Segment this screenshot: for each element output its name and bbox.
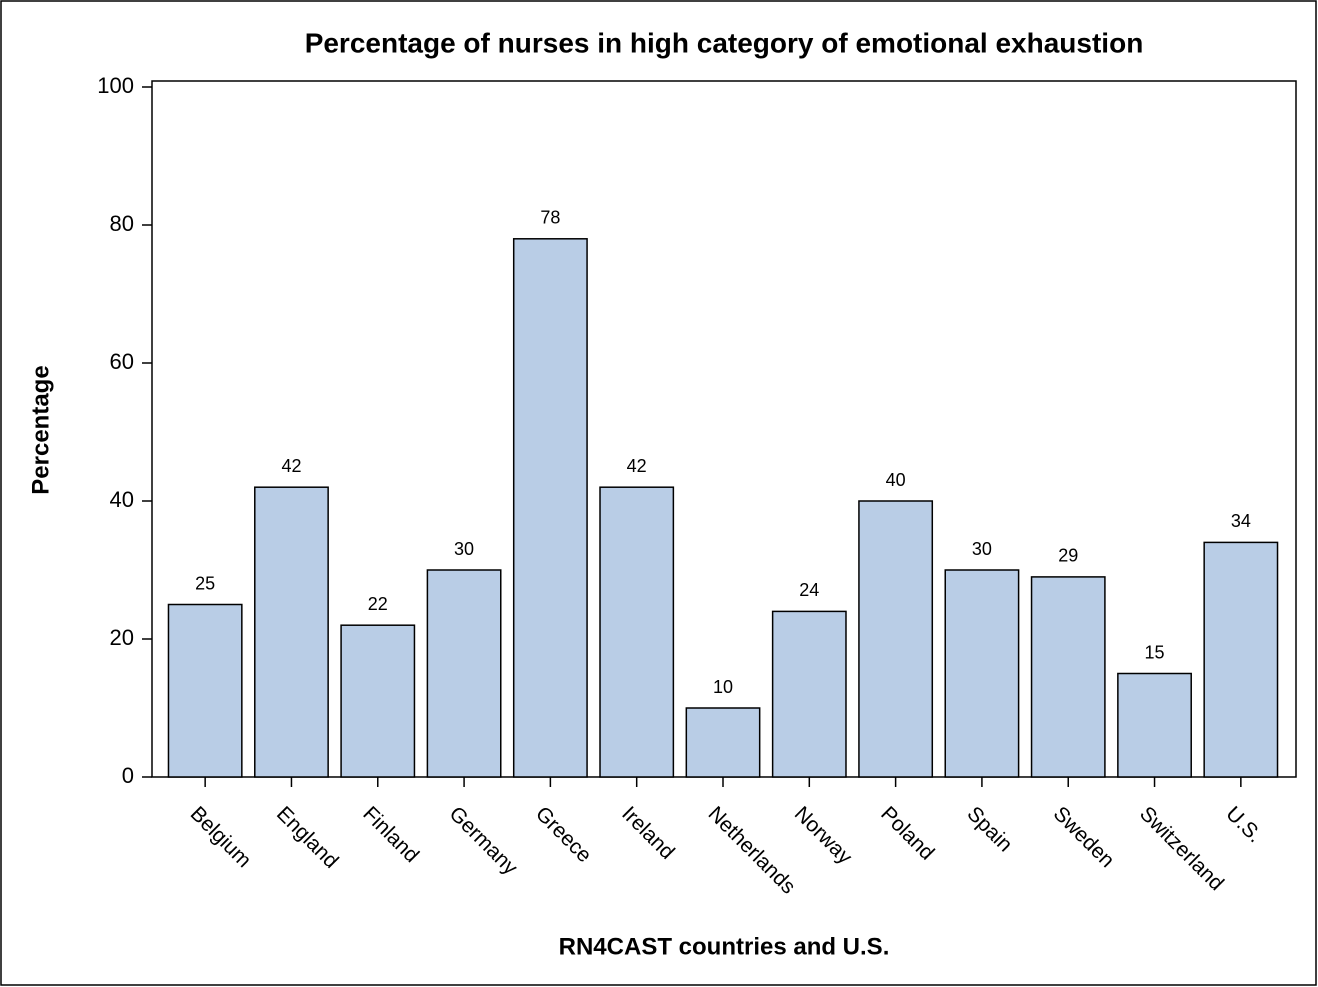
value-label: 10 (713, 677, 733, 697)
bar (167, 603, 243, 778)
y-tick-label: 20 (110, 625, 134, 650)
value-label: 30 (972, 539, 992, 559)
bar (685, 707, 761, 778)
value-label: 34 (1231, 511, 1251, 531)
bar (1117, 672, 1192, 778)
bar (944, 569, 1020, 778)
value-label: 15 (1145, 642, 1165, 662)
bar (254, 486, 329, 778)
value-label: 30 (454, 539, 474, 559)
bar (426, 569, 502, 778)
value-label: 42 (281, 456, 301, 476)
chart-title: Percentage of nurses in high category of… (305, 27, 1144, 58)
bar (858, 500, 934, 778)
value-label: 78 (540, 208, 560, 228)
value-label: 40 (886, 470, 906, 490)
y-tick-label: 80 (110, 211, 134, 236)
value-label: 29 (1058, 546, 1078, 566)
y-tick-label: 60 (110, 349, 134, 374)
bar (1203, 541, 1279, 778)
y-tick-label: 0 (122, 763, 134, 788)
bar (340, 624, 416, 778)
value-label: 25 (195, 573, 215, 593)
bar (771, 610, 847, 778)
bar (599, 486, 675, 778)
value-label: 22 (368, 594, 388, 614)
value-label: 42 (627, 456, 647, 476)
y-tick-label: 40 (110, 487, 134, 512)
bar (1030, 576, 1106, 778)
value-label: 24 (799, 580, 819, 600)
x-axis-label: RN4CAST countries and U.S. (559, 933, 890, 960)
bar (512, 238, 588, 778)
y-axis-label: Percentage (27, 365, 54, 494)
y-tick-label: 100 (97, 73, 134, 98)
